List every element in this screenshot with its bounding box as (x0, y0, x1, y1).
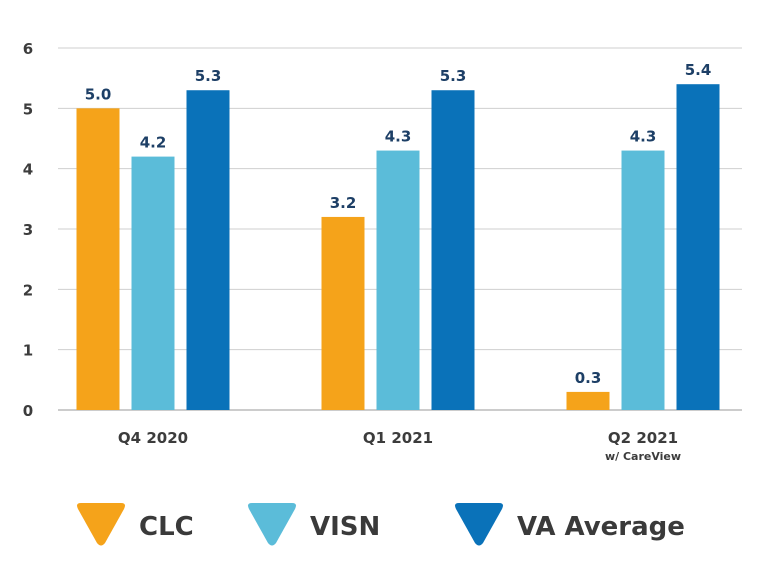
legend-label: CLC (139, 512, 194, 542)
y-tick-label: 1 (23, 342, 33, 360)
data-label: 4.3 (630, 128, 657, 146)
bars (76, 84, 720, 411)
data-label: 5.3 (440, 67, 467, 85)
bar-clc (321, 216, 365, 410)
y-tick-label: 0 (23, 402, 33, 420)
y-tick-label: 3 (23, 221, 33, 239)
bar-clc (566, 391, 610, 410)
bar-va-average (676, 84, 720, 410)
data-label: 3.2 (330, 194, 357, 212)
bar-visn (376, 150, 420, 411)
bar-va-average (186, 90, 230, 410)
bar-clc (76, 108, 120, 410)
y-axis-ticks: 0 1 2 3 4 5 6 (23, 40, 33, 420)
y-tick-label: 5 (23, 100, 33, 118)
legend: CLC VISN VA Average (77, 503, 685, 546)
bar-visn (131, 156, 175, 410)
data-label: 5.4 (685, 61, 712, 79)
data-label: 4.2 (140, 134, 167, 152)
data-label: 5.0 (85, 85, 112, 103)
legend-label: VA Average (517, 512, 685, 542)
bar-va-average (431, 90, 475, 410)
data-label: 4.3 (385, 128, 412, 146)
legend-triangle-icon (455, 503, 503, 546)
y-tick-label: 2 (23, 281, 33, 299)
y-tick-label: 4 (23, 161, 33, 179)
legend-triangle-icon (77, 503, 125, 546)
bar-visn (621, 150, 665, 411)
legend-triangle-icon (248, 503, 296, 546)
x-tick-label: Q1 2021 (363, 429, 433, 447)
x-axis-ticks: Q4 2020 Q1 2021 Q2 2021 w/ CareView (118, 429, 681, 463)
x-tick-label: Q4 2020 (118, 429, 188, 447)
data-labels: 5.0 3.2 0.3 4.2 4.3 4.3 5.3 5.3 5.4 (85, 61, 712, 387)
x-tick-sublabel: w/ CareView (605, 450, 681, 463)
legend-label: VISN (310, 512, 380, 542)
x-tick-label: Q2 2021 (608, 429, 678, 447)
data-label: 5.3 (195, 67, 222, 85)
y-tick-label: 6 (23, 40, 33, 58)
data-label: 0.3 (575, 369, 602, 387)
